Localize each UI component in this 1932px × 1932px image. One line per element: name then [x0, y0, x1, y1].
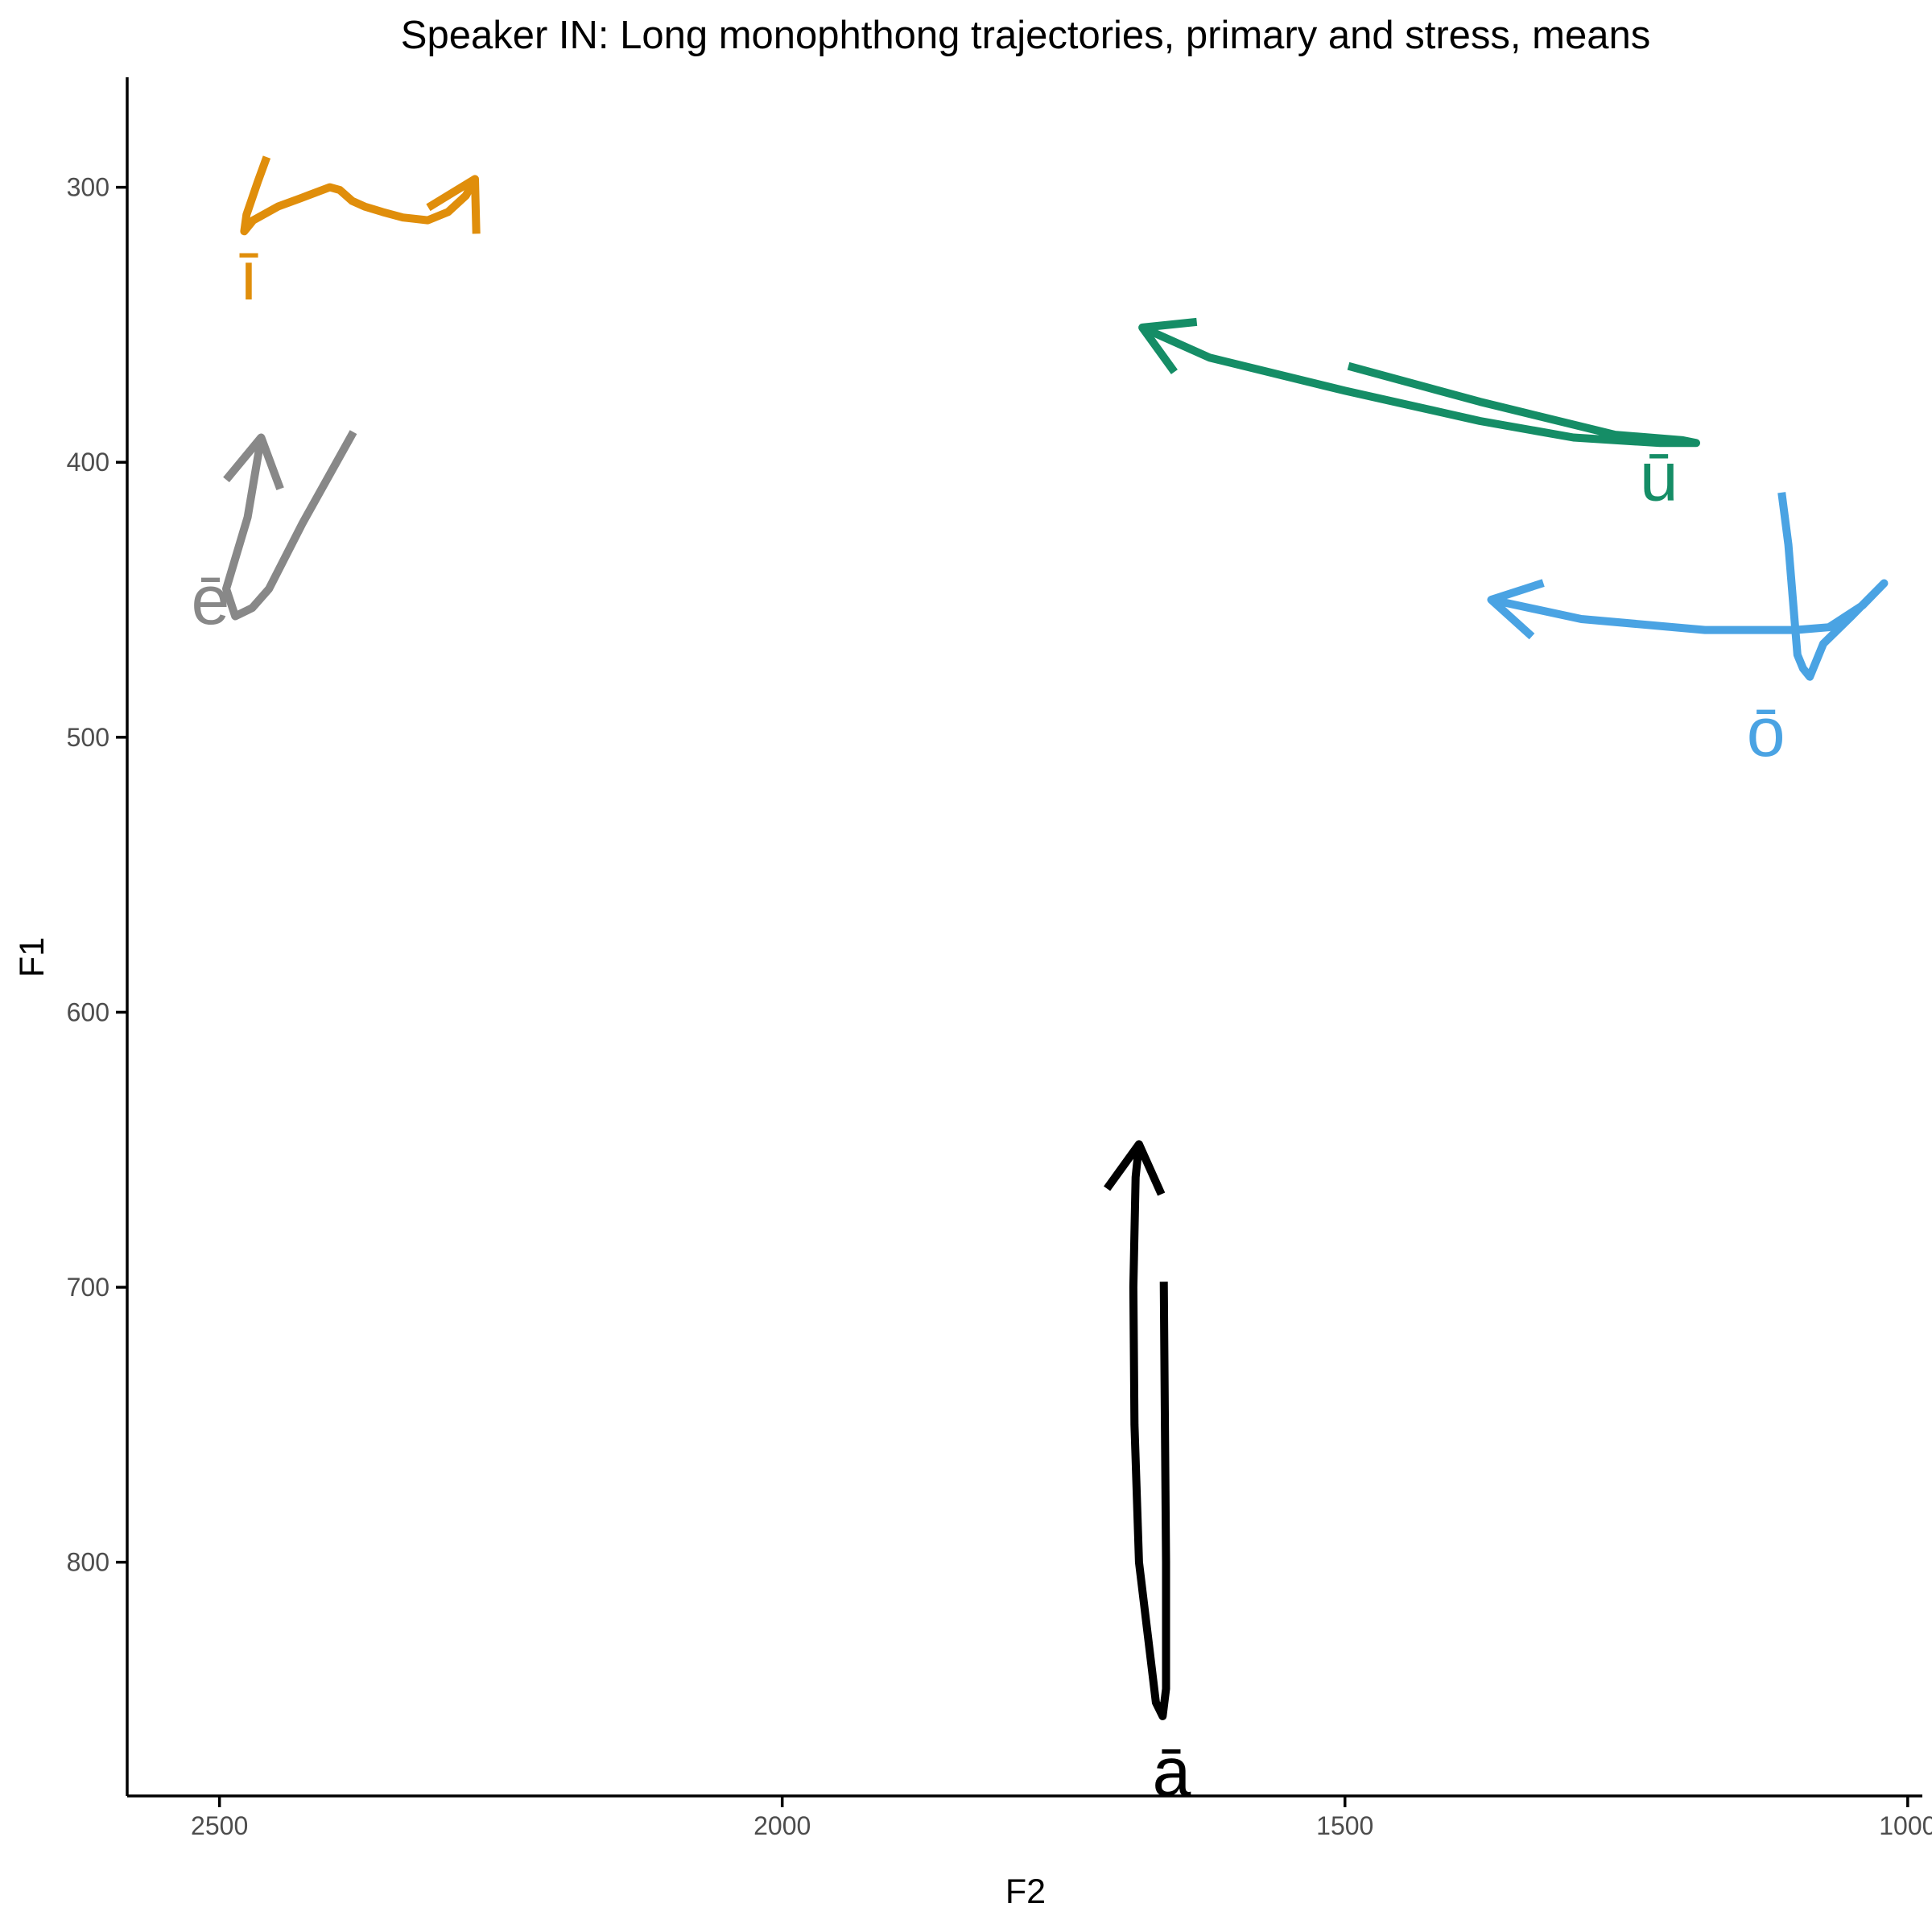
x-tick-label: 1500	[1316, 1811, 1373, 1840]
x-axis-ticks: 2500 2000 1500 1000	[191, 1796, 1932, 1840]
vowel-label: ī	[239, 237, 258, 315]
y-axis-title: F1	[13, 937, 52, 977]
y-tick-label: 300	[67, 173, 109, 202]
x-tick-label: 2500	[191, 1811, 248, 1840]
y-tick-label: 500	[67, 723, 109, 752]
trajectory-arrowhead	[1138, 317, 1198, 374]
plot-area	[222, 155, 1889, 1720]
trajectory-5	[1490, 492, 1889, 681]
vowel-label: ū	[1640, 438, 1678, 515]
trajectory-3	[1129, 1143, 1170, 1720]
vowel-label: ō	[1747, 694, 1785, 771]
vowel-label: ē	[192, 562, 230, 639]
trajectory-arrowhead	[223, 433, 284, 490]
y-tick-label: 800	[67, 1548, 109, 1577]
vowel-labels: ī ē ā ū ō	[192, 237, 1785, 1810]
trajectory-arrowhead	[1104, 1140, 1166, 1196]
x-tick-label: 2000	[753, 1811, 811, 1840]
y-tick-label: 600	[67, 997, 109, 1026]
x-axis-title: F2	[1005, 1872, 1046, 1911]
trajectory-arrowhead	[1487, 579, 1545, 640]
trajectory-1	[240, 155, 479, 236]
trajectory-arrowhead	[426, 175, 481, 234]
x-tick-label: 1000	[1879, 1811, 1932, 1840]
trajectory-2	[222, 430, 357, 621]
chart-title: Speaker IN: Long monophthong trajectorie…	[401, 14, 1650, 57]
trajectory-4	[1141, 324, 1700, 448]
vowel-label: ā	[1153, 1733, 1191, 1810]
y-axis-ticks: 300 400 500 600 700 800	[67, 173, 127, 1577]
y-tick-label: 400	[67, 448, 109, 477]
y-tick-label: 700	[67, 1273, 109, 1302]
